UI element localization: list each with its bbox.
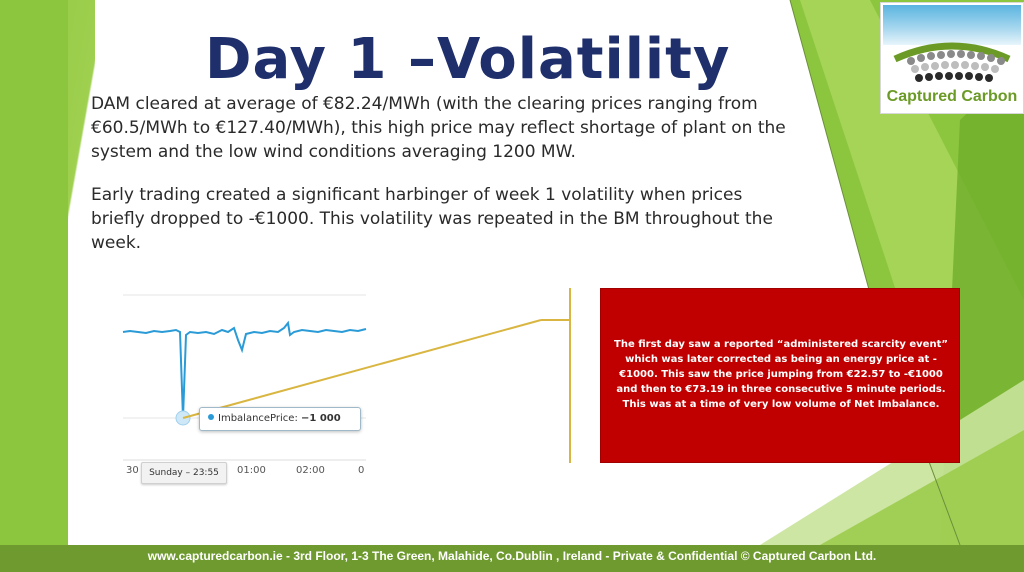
captured-carbon-logo: Captured Carbon (880, 2, 1024, 114)
logo-name: Captured Carbon (886, 88, 1018, 105)
connector-diagonal (182, 319, 542, 419)
connector-lines (182, 288, 571, 463)
footer-text: www.capturedcarbon.ie - 3rd Floor, 1-3 T… (147, 549, 877, 563)
tooltip-label: ImbalancePrice: (218, 413, 298, 424)
tooltip-value: −1 000 (301, 413, 341, 424)
scarcity-event-callout: The first day saw a reported “administer… (600, 288, 960, 463)
footer-bar: www.capturedcarbon.ie - 3rd Floor, 1-3 T… (0, 545, 1024, 572)
x-axis-label-1: 30 (126, 465, 139, 476)
x-axis-label-2: 01:00 (237, 465, 266, 476)
chart-tooltip: ImbalancePrice: −1 000 (199, 407, 361, 431)
paragraph-early-trading: Early trading created a significant harb… (91, 185, 773, 253)
decor-line-1 (789, 0, 881, 331)
x-axis-label-3: 02:00 (296, 465, 325, 476)
decor-shape-5 (820, 430, 1024, 545)
callout-text: The first day saw a reported “administer… (614, 339, 948, 410)
x-axis-label-4: 0 (358, 465, 365, 476)
slide-title: Day 1 –Volatility (205, 27, 731, 92)
paragraph-dam-clearing: DAM cleared at average of €82.24/MWh (wi… (91, 94, 786, 162)
logo-dots-graphic (893, 42, 1011, 82)
imbalance-price-series (122, 320, 367, 419)
left-decor-band-inner (0, 0, 68, 545)
series-dot-icon (208, 414, 214, 420)
hover-time-label: Sunday – 23:55 (141, 462, 227, 484)
logo-sky (883, 5, 1021, 45)
